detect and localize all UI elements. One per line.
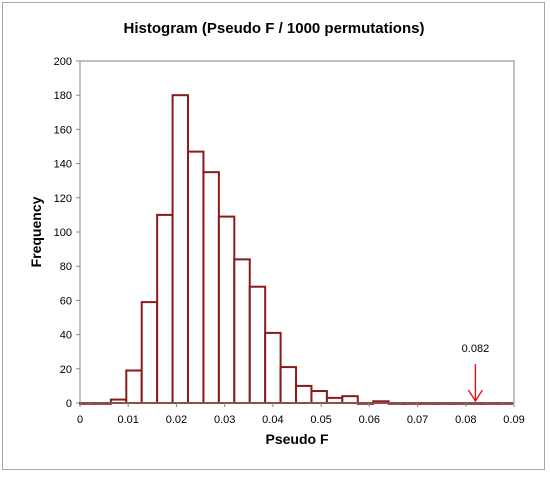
x-tick-label: 0.08: [455, 414, 476, 426]
y-tick-label: 100: [54, 227, 72, 239]
x-axis-title: Pseudo F: [265, 431, 328, 447]
histogram-bar: [233, 258, 251, 404]
histogram-bar: [325, 396, 344, 404]
histogram-bar: [264, 331, 282, 405]
y-tick-label: 20: [60, 364, 72, 376]
y-tick-label: 80: [60, 261, 72, 273]
y-tick-label: 40: [60, 330, 72, 342]
histogram-bar: [109, 398, 128, 404]
y-tick-label: 140: [54, 159, 72, 171]
chart-title: Histogram (Pseudo F / 1000 permutations): [124, 20, 425, 37]
y-tick-label: 160: [54, 124, 72, 136]
plot-area: 0 20 40 60 80 100 120 140 160 180 200 0 0.01 0.02 0.03…: [54, 56, 525, 426]
y-tick-label: 0: [66, 398, 72, 410]
histogram-bar: [171, 94, 190, 404]
histogram-bar: [341, 395, 359, 405]
x-tick-label: 0.07: [407, 414, 428, 426]
histogram-bar: [140, 301, 159, 404]
annotation-arrow-head: [467, 389, 483, 403]
histogram-bar: [295, 384, 313, 404]
y-tick-label: 200: [54, 56, 72, 68]
y-tick-label: 180: [54, 90, 72, 102]
histogram-bar: [248, 285, 267, 404]
y-tick-label: 120: [54, 193, 72, 205]
y-axis-title: Frequency: [28, 196, 44, 267]
y-tick-label: 60: [60, 295, 72, 307]
x-tick-label: 0.02: [166, 414, 187, 426]
histogram-bar: [217, 215, 236, 404]
histogram-bar: [156, 213, 174, 404]
x-tick-label: 0.03: [214, 414, 235, 426]
annotation-label: 0.082: [462, 343, 490, 355]
x-tick-label: 0: [77, 414, 83, 426]
x-tick-label: 0.06: [359, 414, 380, 426]
x-tick-label: 0.01: [118, 414, 139, 426]
histogram-bar: [310, 390, 328, 404]
x-tick-label: 0.04: [262, 414, 283, 426]
x-tick-label: 0.09: [503, 414, 524, 426]
histogram-bar: [125, 369, 143, 405]
x-tick-label: 0.05: [310, 414, 331, 426]
histogram-bar: [202, 171, 220, 404]
histogram-bar: [279, 366, 298, 404]
histogram-bar: [187, 150, 205, 404]
